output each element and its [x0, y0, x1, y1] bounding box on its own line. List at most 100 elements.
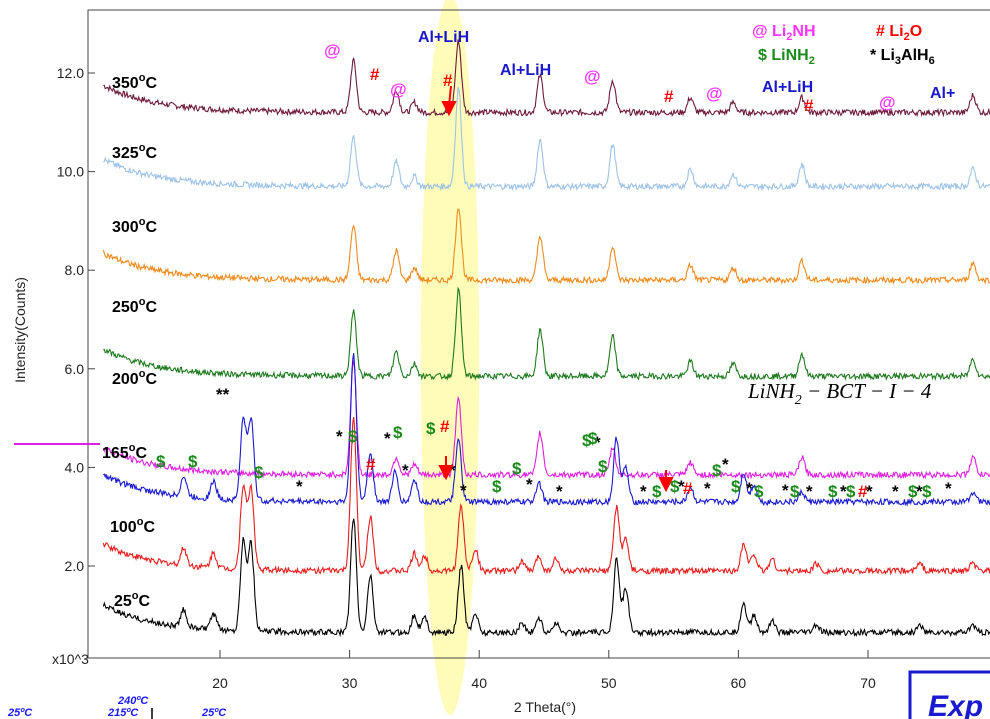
series-line	[102, 417, 990, 576]
y-axis-title: Intensity(Counts)	[12, 277, 28, 383]
phase-label-al-lih-1: Al+LiH	[418, 29, 469, 46]
legend-entry-li2nh: @ Li2NH	[752, 23, 816, 43]
phase-marker: #	[804, 96, 814, 115]
phase-marker: *	[782, 481, 789, 500]
y-tick-label: 12.0	[57, 65, 84, 81]
phase-marker: *	[806, 482, 813, 501]
phase-marker: *	[449, 461, 456, 480]
phase-marker: *	[384, 429, 391, 448]
series-label: 25oC	[114, 590, 151, 610]
temperature-labels: 350oC 325oC 300oC 250oC 200oC 165oC 100oC 25oC	[102, 72, 157, 610]
phase-label-al-lih-2: Al+LiH	[500, 62, 551, 79]
y-multiplier-label: x10^3	[52, 651, 89, 667]
phase-marker: *	[526, 475, 533, 494]
y-tick-label: 8.0	[65, 262, 85, 278]
phase-marker: @	[584, 67, 601, 86]
phase-marker: $	[598, 457, 608, 476]
phase-marker: *	[704, 479, 711, 498]
phase-marker: #	[366, 455, 376, 474]
phase-marker: @	[324, 41, 341, 60]
phase-label-al-lih-3: Al+LiH	[762, 79, 813, 96]
y-tick-label: 4.0	[65, 459, 85, 475]
x-tick-label: 30	[342, 675, 358, 691]
legend: @ Li2NH # Li2O $ LiNH2 * Li3AlH6	[752, 23, 935, 67]
phase-marker: $	[188, 452, 198, 471]
phase-marker: $	[754, 482, 764, 501]
phase-marker: @	[879, 93, 896, 112]
legend-entry-li2o: # Li2O	[876, 23, 922, 43]
series-line	[102, 208, 990, 286]
series-line	[103, 353, 990, 507]
phase-marker: $	[254, 463, 264, 482]
series-layer	[102, 39, 990, 638]
phase-marker: #	[440, 417, 450, 436]
phase-marker: *	[866, 482, 873, 501]
phase-marker: *	[640, 482, 647, 501]
series-label: 165oC	[102, 442, 147, 462]
phase-marker: *	[296, 477, 303, 496]
series-line	[103, 39, 990, 118]
sample-formula: LiNH2 − BCT − I − 4	[747, 379, 932, 408]
x-tick-label: 50	[601, 675, 617, 691]
series-label: 325oC	[112, 142, 157, 162]
phase-marker: @	[706, 84, 723, 103]
series-label: 250oC	[112, 296, 157, 316]
x-axis-title: 2 Theta(°)	[514, 699, 576, 715]
bottom-note-240c: 240ºC	[117, 695, 149, 707]
phase-marker: *	[594, 433, 601, 452]
x-tick-label: 20	[212, 675, 228, 691]
phase-marker: $	[588, 429, 598, 448]
y-tick-label: 6.0	[65, 361, 85, 377]
phase-marker: *	[336, 427, 343, 446]
phase-marker: $	[731, 477, 741, 496]
phase-marker: $	[846, 482, 856, 501]
plot-frame	[87, 9, 990, 659]
series-label: 300oC	[112, 216, 157, 236]
series-label: 200oC	[112, 368, 157, 388]
phase-marker: $	[582, 431, 592, 450]
phase-marker: **	[216, 385, 230, 404]
bottom-note-25c-right: 25ºC	[201, 707, 227, 719]
arrow-indicators	[438, 85, 674, 493]
series-line	[102, 518, 990, 638]
series-line	[102, 360, 990, 480]
phase-marker: #	[683, 479, 693, 498]
phase-marker: *	[402, 461, 409, 480]
phase-marker: $	[492, 477, 502, 496]
phase-marker: #	[443, 71, 453, 90]
phase-marker: #	[858, 482, 868, 501]
phase-label-al-4: Al+	[930, 85, 955, 102]
legend-entry-li3alh6: * Li3AlH6	[870, 47, 935, 67]
phase-marker: *	[556, 482, 563, 501]
phase-marker: *	[722, 455, 729, 474]
phase-marker: *	[916, 482, 923, 501]
phase-marker: *	[678, 477, 685, 496]
series-line	[103, 86, 990, 192]
corner-box-text: Exp	[928, 690, 983, 719]
phase-marker: $	[512, 459, 522, 478]
series-line	[103, 286, 990, 382]
phase-marker: $	[348, 427, 358, 446]
phase-marker: *	[892, 482, 899, 501]
phase-marker: $	[828, 482, 838, 501]
phase-marker: $	[790, 482, 800, 501]
phase-marker: *	[840, 482, 847, 501]
phase-marker: $	[922, 482, 932, 501]
axis-ticks: 20 30 40 50 60 70 2.0 4.0 6.0 8.0 10.0 12.0	[57, 65, 876, 691]
x-tick-label: 60	[731, 675, 747, 691]
x-tick-label: 70	[860, 675, 876, 691]
phase-marker: *	[746, 479, 753, 498]
phase-marker: #	[370, 65, 380, 84]
bottom-note-215c: 215ºC	[107, 707, 139, 719]
phase-marker: $	[156, 452, 166, 471]
phase-marker: $	[393, 423, 403, 442]
y-tick-label: 2.0	[65, 558, 85, 574]
phase-marker: $	[670, 477, 680, 496]
legend-entry-linh2: $ LiNH2	[758, 47, 815, 67]
series-label: 350oC	[112, 72, 157, 92]
phase-marker: *	[460, 481, 467, 500]
x-tick-label: 40	[471, 675, 487, 691]
phase-markers: @#@ # @# @# @**$ $$** $#* $*$ #** $$* *$ *$* $ $ # *$ *$…	[156, 41, 952, 501]
phase-marker: @	[390, 80, 407, 99]
